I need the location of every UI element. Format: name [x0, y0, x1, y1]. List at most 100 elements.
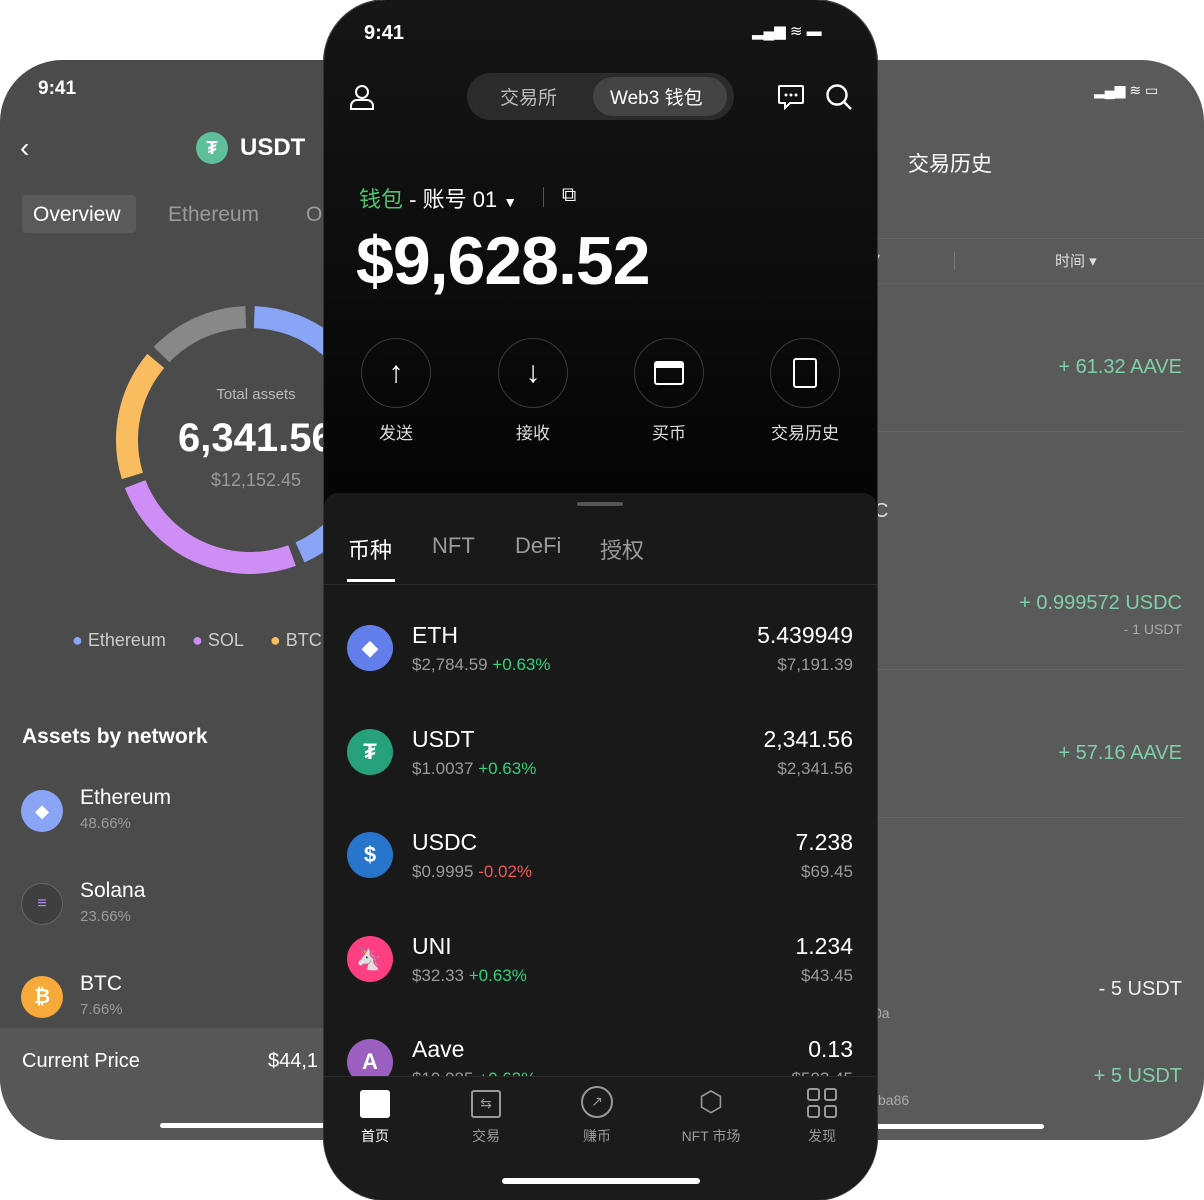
- transaction-amount: + 61.32 AAVE: [1058, 356, 1182, 378]
- status-time: 9:41: [364, 22, 405, 44]
- solana-icon: ≡: [21, 883, 63, 925]
- bitcoin-icon: ₿: [21, 976, 63, 1018]
- transaction-amount: + 57.16 AAVE: [1058, 742, 1182, 764]
- transaction-hash-fragment: 0a: [874, 1005, 890, 1021]
- arrow-down-icon: ↓: [498, 338, 568, 408]
- transaction-sub-amount: - 1 USDT: [1123, 621, 1182, 637]
- total-assets-usd: $12,152.45: [210, 470, 302, 490]
- token-row[interactable]: $ USDC $0.9995 -0.02% 7.238 $69.45: [324, 829, 877, 892]
- segment-btc: [116, 353, 165, 480]
- status-time: 9:41: [38, 78, 77, 99]
- token-symbol: UNI: [412, 932, 452, 959]
- time-filter-dropdown[interactable]: 时间 ▾: [1055, 253, 1097, 270]
- token-amount: 5.439949: [757, 622, 853, 648]
- chat-icon[interactable]: [777, 84, 805, 110]
- search-icon[interactable]: [825, 83, 853, 111]
- nav-trade[interactable]: ⇆ 交易: [441, 1086, 531, 1146]
- hexagon-icon: ⬡: [698, 1086, 724, 1117]
- user-icon[interactable]: [348, 83, 376, 111]
- usdt-icon: ₮: [196, 132, 228, 164]
- account-selector[interactable]: 钱包 - 账号 01 ▼: [359, 187, 518, 212]
- segment-exchange[interactable]: 交易所: [500, 88, 558, 109]
- token-value: $43.45: [801, 965, 853, 985]
- legend-btc: ● BTC: [269, 630, 322, 650]
- token-change: -0.02%: [478, 862, 533, 881]
- tab-ethereum[interactable]: Ethereum: [168, 203, 260, 226]
- trend-icon: ↗: [581, 1086, 613, 1118]
- current-price-label: Current Price: [22, 1050, 140, 1072]
- mode-switch[interactable]: 交易所 Web3 钱包: [467, 73, 734, 120]
- page-title: 交易历史: [908, 153, 992, 176]
- signal-wifi-battery-icon: ▂▄▆ ≋ ▬: [752, 23, 822, 40]
- token-price: $32.33: [412, 965, 464, 985]
- document-icon: [770, 338, 840, 408]
- legend-ethereum: ● Ethereum: [72, 630, 166, 650]
- token-symbol: USDT: [412, 725, 475, 752]
- tab-underline: [347, 579, 395, 582]
- segment-other: [153, 306, 247, 363]
- token-symbol: USDC: [412, 829, 478, 855]
- back-chevron-icon[interactable]: ‹: [20, 132, 30, 163]
- transaction-hash-fragment: ba86: [878, 1092, 910, 1108]
- send-button[interactable]: ↑ 发送: [361, 338, 431, 444]
- tab-nft[interactable]: NFT: [432, 533, 475, 558]
- transaction-amount: - 5 USDT: [1098, 978, 1182, 1000]
- buy-button[interactable]: 买币: [634, 338, 704, 444]
- tab-approvals[interactable]: 授权: [600, 538, 645, 563]
- token-value: $7,191.39: [777, 655, 853, 674]
- legend-sol: ● SOL: [191, 630, 244, 650]
- switch-wallet-icon[interactable]: ⧉: [562, 184, 577, 206]
- token-amount: 2,341.56: [763, 725, 853, 752]
- nav-earn[interactable]: ↗ 赚币: [552, 1086, 642, 1146]
- arrow-up-icon: ↑: [361, 338, 431, 408]
- token-icon: ₮: [347, 728, 393, 775]
- token-change: +0.63%: [492, 655, 551, 674]
- transaction-amount: + 5 USDT: [1093, 1065, 1182, 1087]
- token-icon: ◆: [347, 625, 393, 671]
- receive-button[interactable]: ↓ 接收: [498, 338, 568, 444]
- swap-icon: ⇆: [471, 1090, 501, 1118]
- token-change: +0.63%: [478, 758, 537, 778]
- token-value: $69.45: [801, 862, 853, 881]
- sheet-handle[interactable]: [577, 502, 623, 506]
- history-button[interactable]: 交易历史: [760, 338, 850, 444]
- home-icon: [360, 1090, 390, 1118]
- nav-nft-market[interactable]: ⬡ NFT 市场: [666, 1086, 756, 1146]
- token-row[interactable]: ₮ USDT $1.0037 +0.63% 2,341.56 $2,341.56: [324, 725, 877, 789]
- current-price-value: $44,1: [268, 1050, 319, 1072]
- segment-web3-wallet[interactable]: Web3 钱包: [610, 88, 703, 109]
- signal-wifi-battery-icon: ▂▄▆ ≋ ▭: [1094, 82, 1159, 98]
- token-value: $2,341.56: [777, 758, 853, 778]
- segment-sol: [124, 479, 296, 574]
- section-title: Assets by network: [22, 725, 208, 748]
- token-price: $0.9995: [412, 862, 474, 881]
- total-assets-value: 6,341.56: [178, 416, 334, 460]
- token-symbol: ETH: [412, 622, 458, 648]
- token-price: $2,784.59: [412, 655, 488, 674]
- tab-tokens[interactable]: 币种: [348, 538, 393, 563]
- token-price: $1.0037: [412, 758, 474, 778]
- chart-legend: ● Ethereum ● SOL ● BTC: [72, 630, 322, 651]
- token-amount: 7.238: [795, 829, 853, 855]
- ethereum-icon: ◆: [21, 790, 63, 832]
- home-indicator: [160, 1123, 380, 1128]
- transaction-amount: + 0.999572 USDC: [1019, 592, 1182, 614]
- wallet-home-screen: 9:41 ▂▄▆ ≋ ▬ 交易所 Web3 钱包 钱包 - 账号 01 ▼ ⧉ …: [324, 0, 877, 1200]
- card-icon: [634, 338, 704, 408]
- token-row[interactable]: 🦄 UNI $32.33 +0.63% 1.234 $43.45: [324, 932, 877, 996]
- token-amount: 1.234: [795, 932, 853, 959]
- token-change: +0.63%: [468, 965, 527, 985]
- total-assets-label: Total assets: [216, 386, 296, 403]
- token-row[interactable]: ◆ ETH $2,784.59 +0.63% 5.439949 $7,191.3…: [324, 622, 877, 685]
- home-indicator: [502, 1178, 700, 1184]
- tab-other[interactable]: O: [306, 203, 323, 226]
- token-symbol: Aave: [412, 1036, 465, 1062]
- total-balance: $9,628.52: [356, 223, 651, 299]
- grid-icon: [807, 1088, 837, 1118]
- token-row[interactable]: A Aave $10.985 +0.63% 0.13 $503.45: [324, 1036, 877, 1099]
- nav-discover[interactable]: 发现: [777, 1086, 867, 1146]
- nav-home[interactable]: 首页: [330, 1086, 420, 1146]
- tab-defi[interactable]: DeFi: [515, 533, 562, 558]
- tab-overview[interactable]: Overview: [33, 203, 121, 226]
- token-amount: 0.13: [808, 1036, 853, 1062]
